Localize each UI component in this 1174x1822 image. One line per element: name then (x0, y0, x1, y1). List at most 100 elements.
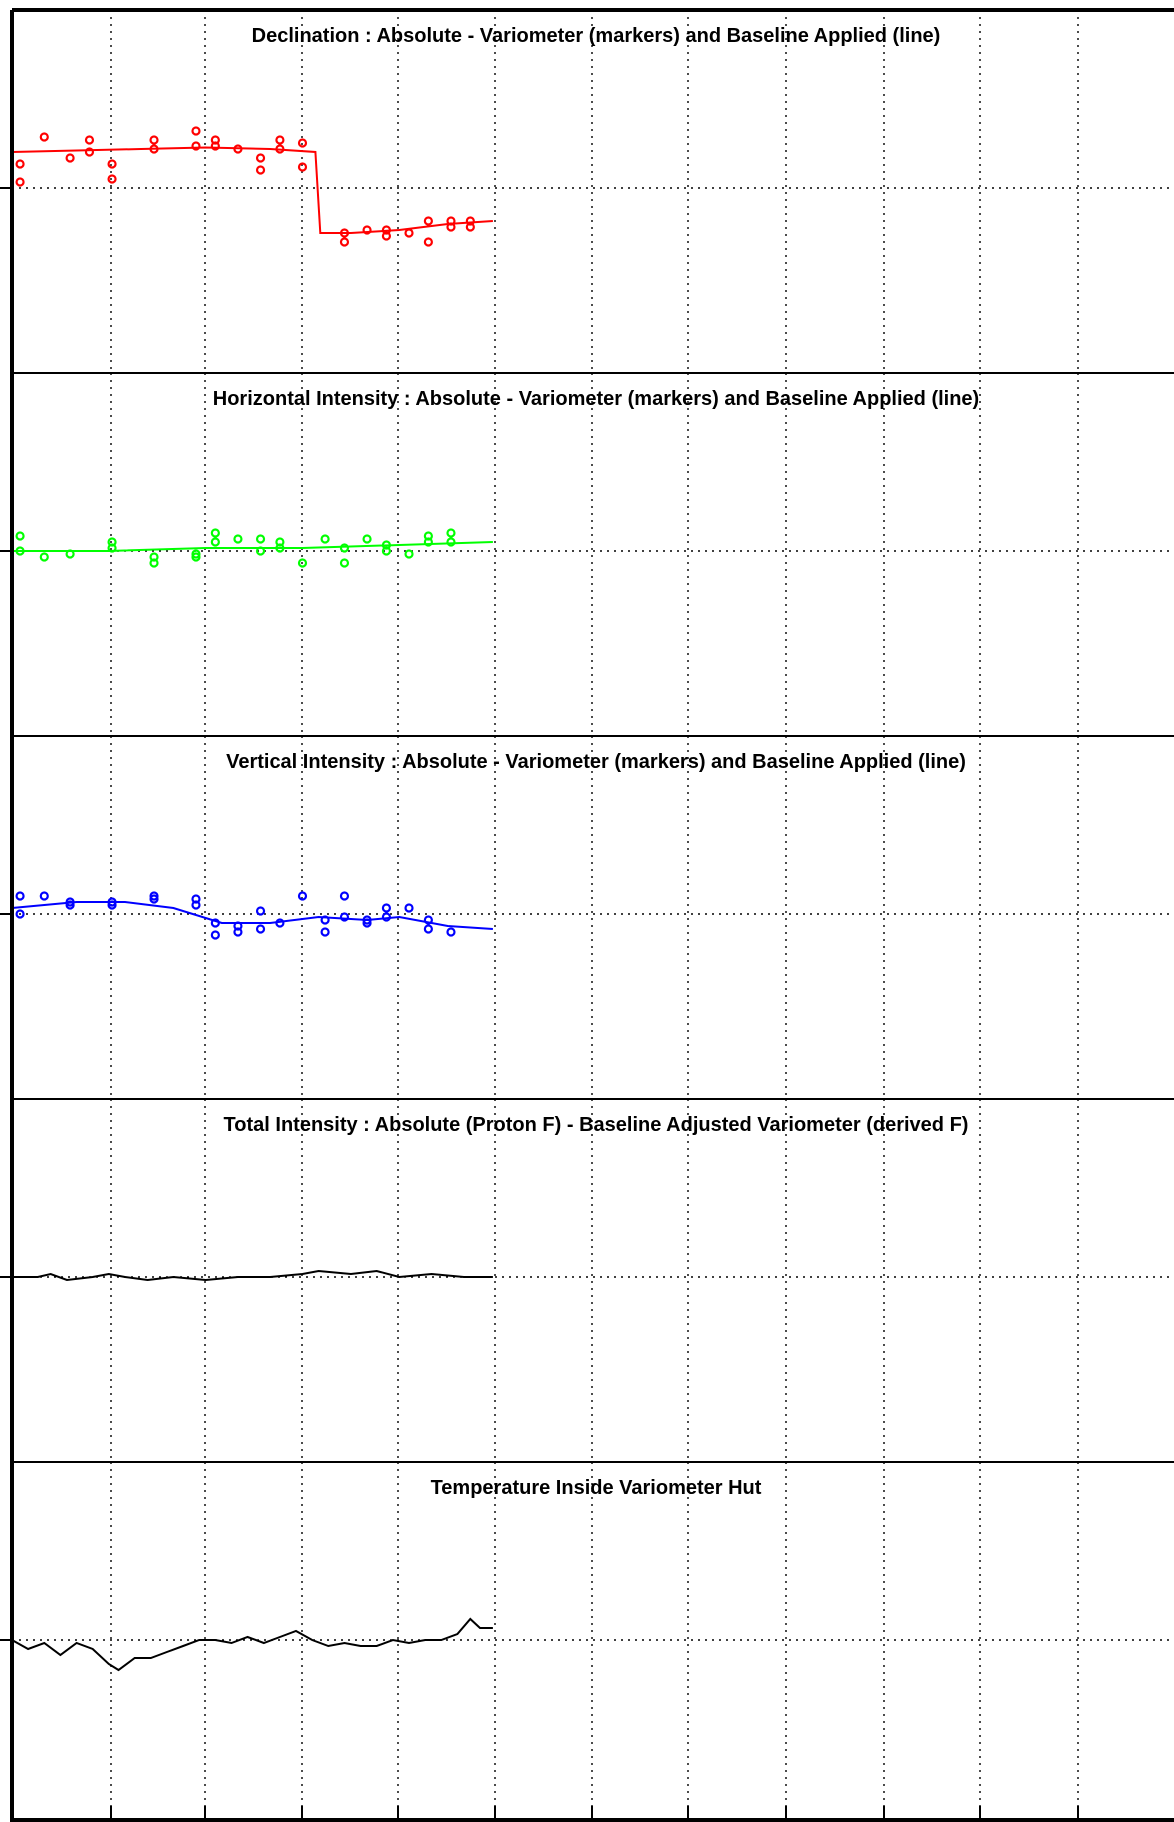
data-point-marker (210, 918, 220, 928)
data-point-marker (39, 552, 49, 562)
data-point-marker (446, 528, 456, 538)
data-point-marker (297, 162, 308, 172)
data-point-marker (404, 903, 414, 913)
figure-frame (10, 8, 1174, 1822)
data-point-marker (107, 900, 117, 910)
data-point-marker (381, 231, 392, 241)
data-point-marker (107, 159, 117, 169)
panel-grid (0, 736, 1174, 1099)
data-point-marker (191, 141, 201, 151)
data-point-marker (149, 135, 159, 145)
chart-panel-2: Horizontal Intensity : Absolute - Variom… (0, 373, 1174, 737)
data-point-marker (65, 153, 75, 163)
data-point-marker (84, 135, 95, 145)
data-point-marker (15, 177, 25, 187)
data-point-marker (255, 924, 266, 934)
data-point-marker (320, 927, 330, 937)
data-point-marker (255, 906, 266, 916)
data-point-marker (107, 174, 117, 184)
baseline-series-line (11, 146, 493, 234)
data-point-marker (446, 222, 456, 232)
data-point-marker (404, 549, 414, 559)
data-point-marker (255, 153, 266, 163)
baseline-series-line (12, 541, 493, 552)
panel-title: Vertical Intensity : Absolute - Variomet… (226, 751, 966, 773)
data-point-marker (275, 135, 285, 145)
data-point-marker (15, 891, 25, 901)
data-point-marker (107, 543, 117, 553)
data-point-marker (210, 930, 220, 940)
data-point-marker (65, 897, 75, 907)
data-point-marker (233, 144, 243, 154)
data-point-marker (320, 534, 330, 544)
data-point-marker (255, 534, 266, 544)
data-point-marker (210, 528, 220, 538)
data-point-marker (65, 900, 75, 910)
data-point-marker (15, 546, 25, 556)
data-point-marker (404, 228, 414, 238)
data-point-marker (297, 558, 308, 568)
chart-panel-3: Vertical Intensity : Absolute - Variomet… (0, 736, 1174, 1100)
data-point-marker (423, 537, 433, 547)
data-point-marker (423, 237, 433, 247)
data-point-marker (362, 918, 372, 928)
data-point-marker (233, 927, 243, 937)
data-point-marker (149, 144, 159, 154)
data-point-marker (381, 903, 392, 913)
data-point-marker (275, 144, 285, 154)
data-point-marker (446, 927, 456, 937)
data-point-marker (423, 924, 433, 934)
chart-panel-5: Temperature Inside Variometer Hut (0, 1462, 1174, 1822)
data-point-marker (446, 537, 456, 547)
baseline-series-line (11, 1617, 493, 1672)
data-point-marker (297, 891, 308, 901)
data-point-marker (339, 543, 350, 553)
data-point-marker (15, 909, 25, 919)
data-point-marker (15, 531, 25, 541)
data-point-marker (297, 138, 308, 148)
data-point-marker (255, 165, 266, 175)
data-point-marker (275, 543, 285, 553)
data-point-marker (339, 891, 350, 901)
data-point-marker (381, 912, 392, 922)
data-point-marker (381, 546, 392, 556)
data-point-marker (320, 915, 330, 925)
data-point-marker (339, 558, 350, 568)
data-point-marker (84, 147, 95, 157)
panel-grid (0, 1462, 1174, 1822)
panel-title: Total Intensity : Absolute (Proton F) - … (224, 1114, 969, 1136)
data-point-marker (15, 159, 25, 169)
panel-title: Horizontal Intensity : Absolute - Variom… (213, 388, 979, 410)
data-point-marker (362, 225, 372, 235)
data-point-marker (191, 900, 201, 910)
panel-title: Temperature Inside Variometer Hut (431, 1477, 762, 1499)
data-point-marker (149, 894, 159, 904)
panel-grid (0, 373, 1174, 736)
data-point-marker (362, 915, 372, 925)
data-point-marker (191, 549, 201, 559)
panel-title: Declination : Absolute - Variometer (mar… (252, 25, 941, 47)
data-point-marker (149, 558, 159, 568)
data-point-marker (339, 237, 350, 247)
panel-grid (0, 10, 1174, 373)
data-point-marker (362, 534, 372, 544)
data-point-marker (107, 897, 117, 907)
data-point-marker (339, 912, 350, 922)
data-point-marker (65, 549, 75, 559)
data-point-marker (465, 222, 475, 232)
panel-grid (0, 1099, 1174, 1462)
data-point-marker (275, 918, 285, 928)
data-point-marker (191, 552, 201, 562)
data-point-marker (39, 132, 49, 142)
data-point-marker (39, 891, 49, 901)
data-point-marker (210, 141, 220, 151)
data-point-marker (191, 126, 201, 136)
panels-group: Declination : Absolute - Variometer (mar… (0, 10, 1174, 1822)
data-point-marker (210, 537, 220, 547)
data-point-marker (149, 891, 159, 901)
chart-panel-4: Total Intensity : Absolute (Proton F) - … (0, 1099, 1174, 1463)
data-point-marker (423, 216, 433, 226)
baseline-series-line (12, 1269, 493, 1282)
